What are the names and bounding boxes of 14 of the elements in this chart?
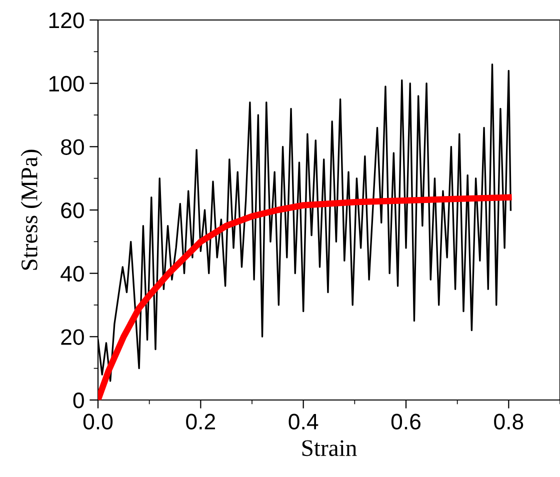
x-tick-label: 0.4 [288, 414, 318, 430]
x-tick-label: 0.2 [186, 414, 215, 430]
y-tick-label: 60 [61, 202, 84, 218]
y-axis-title: Stress (MPa) [20, 150, 42, 270]
y-tick-label: 120 [49, 12, 84, 28]
y-tick-label: 40 [60, 266, 84, 282]
x-tick-label: 0.6 [391, 414, 420, 430]
y-tick-label: 0 [73, 392, 84, 408]
x-tick-label: 0.0 [83, 414, 113, 430]
y-tick-label: 80 [61, 139, 84, 155]
x-axis-title: Strain [302, 440, 357, 456]
x-tick-label: 0.8 [494, 414, 524, 430]
y-tick-label: 20 [61, 329, 84, 345]
y-tick-label: 100 [49, 76, 84, 92]
